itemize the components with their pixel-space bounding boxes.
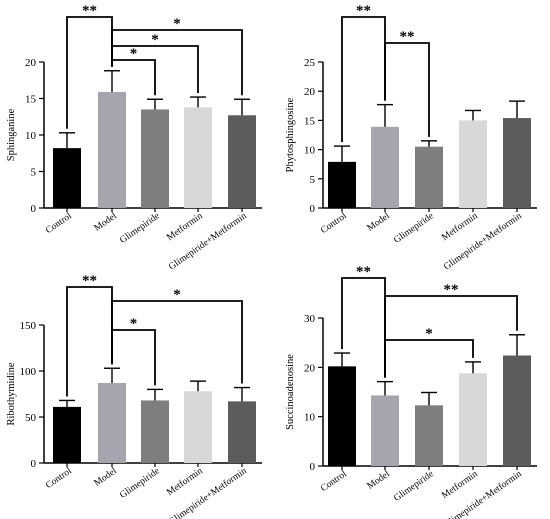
- x-tick-label: Metformin: [165, 210, 205, 243]
- significance-label: **: [356, 3, 371, 19]
- significance-label: **: [400, 29, 415, 45]
- bar-metformin: [184, 107, 212, 208]
- significance-bracket: [111, 45, 199, 94]
- y-tick-label: 15: [25, 94, 37, 106]
- significance-label: **: [444, 282, 459, 298]
- x-tick-label: Glimepiride+Metformin: [442, 210, 524, 272]
- significance-label: *: [151, 32, 159, 48]
- bar-metformin: [459, 373, 487, 466]
- significance-label: **: [82, 273, 97, 289]
- chart-panel-4: 0 10 20 30 Succinoadenosine Control Model Glime…: [285, 264, 537, 519]
- significance-bracket: [384, 339, 474, 378]
- bar-glimepiride: [141, 400, 169, 463]
- y-tick-label: 20: [304, 362, 316, 374]
- y-tick-label: 5: [31, 167, 37, 179]
- x-tick-label: Model: [93, 211, 119, 234]
- y-tick-label: 0: [310, 461, 316, 473]
- x-tick-label: Metformin: [165, 465, 205, 498]
- x-tick-label: Glimepiride: [392, 469, 435, 504]
- y-tick-label: 30: [304, 313, 316, 325]
- y-axis-label: Ribothymidine: [6, 362, 17, 425]
- bar-glimepiride-metformin: [228, 115, 256, 208]
- chart-panel-3: 0 50 100 150 Ribothymidine Control Model Glimep…: [6, 273, 262, 519]
- bar-control: [328, 366, 356, 466]
- x-tick-label: Model: [366, 211, 392, 234]
- y-tick-label: 25: [304, 57, 316, 69]
- bar-model: [98, 91, 126, 208]
- x-tick-label: Control: [319, 469, 349, 494]
- x-tick-label: Metformin: [440, 468, 480, 501]
- x-tick-label: Control: [44, 211, 74, 236]
- x-tick-label: Glimepiride: [118, 466, 161, 501]
- x-tick-label: Model: [93, 466, 119, 489]
- significance-bracket: [341, 277, 386, 378]
- significance-bracket: [384, 42, 430, 137]
- bar-glimepiride: [415, 146, 443, 208]
- y-tick-label: 10: [25, 130, 37, 142]
- y-tick-label: 5: [310, 174, 316, 186]
- y-tick-label: 0: [31, 458, 37, 470]
- y-tick-label: 100: [20, 366, 37, 378]
- significance-label: *: [130, 316, 138, 332]
- x-tick-label: Glimepiride: [392, 211, 435, 246]
- bar-control: [328, 161, 356, 208]
- y-axis-label: Sphinganine: [6, 108, 17, 161]
- y-tick-label: 10: [304, 412, 316, 424]
- y-tick-label: 10: [304, 145, 316, 157]
- y-axis-label: Succinoadenosine: [285, 354, 296, 430]
- bar-model: [371, 126, 399, 208]
- y-tick-label: 15: [304, 115, 316, 127]
- y-tick-label: 0: [310, 203, 316, 215]
- bar-metformin: [459, 120, 487, 208]
- x-tick-label: Control: [319, 211, 349, 236]
- y-tick-label: 150: [20, 320, 37, 332]
- x-tick-label: Control: [44, 466, 74, 491]
- bar-control: [53, 148, 81, 208]
- bar-model: [371, 395, 399, 466]
- y-tick-label: 50: [25, 412, 37, 424]
- significance-bracket: [341, 16, 386, 143]
- significance-bracket: [111, 329, 156, 386]
- significance-bracket: [111, 300, 243, 384]
- significance-bracket: [111, 29, 243, 96]
- significance-label: **: [82, 3, 97, 19]
- significance-label: *: [173, 287, 181, 303]
- x-tick-label: Glimepiride: [118, 211, 161, 246]
- y-tick-label: 20: [25, 57, 37, 69]
- significance-label: *: [173, 16, 181, 32]
- bar-glimepiride-metformin: [228, 401, 256, 463]
- x-tick-label: Model: [366, 469, 392, 492]
- significance-bracket: [384, 295, 518, 378]
- bar-control: [53, 406, 81, 463]
- bar-metformin: [184, 391, 212, 463]
- y-tick-label: 0: [31, 203, 37, 215]
- bar-glimepiride: [415, 405, 443, 466]
- significance-bracket: [66, 286, 113, 397]
- significance-label: **: [356, 264, 371, 280]
- significance-label: *: [130, 46, 138, 62]
- bar-glimepiride-metformin: [503, 118, 531, 208]
- significance-label: *: [425, 326, 433, 342]
- bar-glimepiride: [141, 109, 169, 208]
- y-axis-label: Phytosphingosine: [285, 97, 296, 172]
- significance-bracket: [111, 59, 156, 96]
- bar-model: [98, 382, 126, 463]
- y-tick-label: 20: [304, 86, 316, 98]
- x-tick-label: Metformin: [440, 210, 480, 243]
- bar-glimepiride-metformin: [503, 355, 531, 466]
- x-tick-label: Glimepiride+Metformin: [167, 210, 249, 272]
